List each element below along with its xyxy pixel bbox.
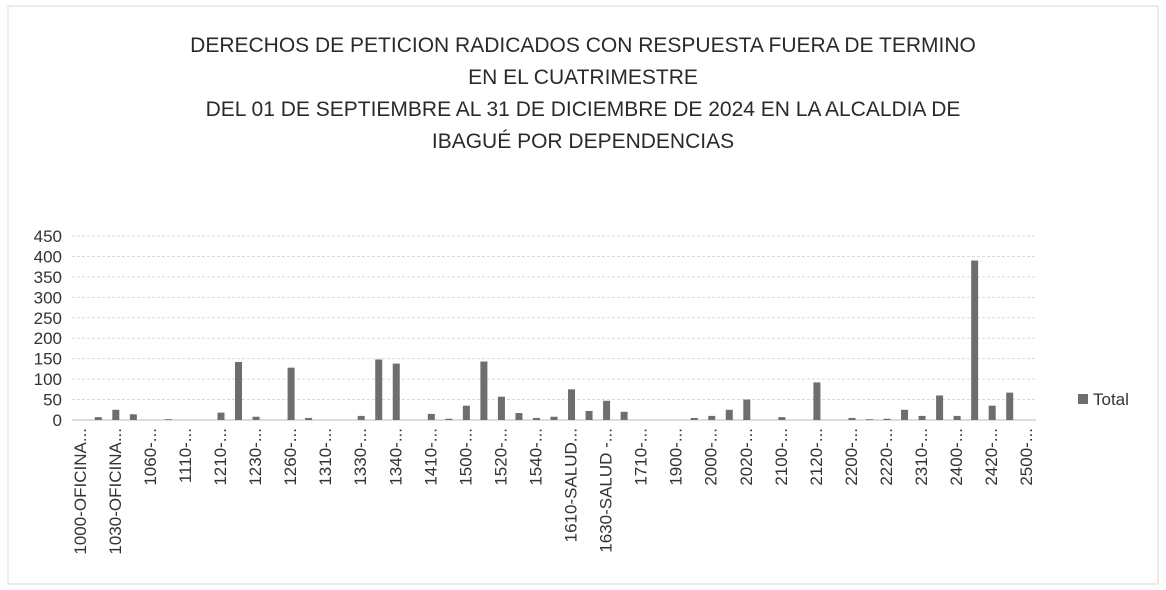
y-tick-label: 400 — [34, 247, 62, 266]
chart-title: DERECHOS DE PETICION RADICADOS CON RESPU… — [190, 34, 976, 57]
x-tick-label: 2000-... — [702, 428, 721, 486]
x-tick-label: 1410-... — [421, 428, 440, 486]
x-tick-label: 1260-... — [281, 428, 300, 486]
bar — [708, 415, 716, 420]
bar — [94, 417, 102, 420]
x-tick-label: 2200-... — [842, 428, 861, 486]
bar — [164, 419, 172, 420]
legend-swatch — [1078, 394, 1088, 404]
x-tick-label: 1030-OFICINA... — [106, 428, 125, 555]
x-tick-label: 1230-... — [246, 428, 265, 486]
bar — [620, 411, 628, 420]
bar — [971, 260, 979, 420]
bar — [778, 417, 786, 420]
x-tick-label: 1340-... — [386, 428, 405, 486]
x-tick-label: 2100-... — [772, 428, 791, 486]
bar — [690, 417, 698, 420]
x-tick-label: 1500-... — [456, 428, 475, 486]
y-tick-label: 450 — [34, 227, 62, 246]
bar — [901, 409, 909, 420]
x-tick-label: 2120-... — [807, 428, 826, 486]
bar — [568, 389, 576, 420]
bar — [743, 399, 751, 420]
bar — [1006, 392, 1014, 420]
x-tick-label: 2400-... — [947, 428, 966, 486]
chart-title: DEL 01 DE SEPTIEMBRE AL 31 DE DICIEMBRE … — [206, 98, 961, 121]
legend-label: Total — [1093, 390, 1129, 409]
y-tick-label: 350 — [34, 268, 62, 287]
bar — [497, 396, 505, 420]
bar — [217, 412, 225, 420]
bar — [603, 400, 611, 420]
bar — [305, 417, 313, 420]
bar — [357, 415, 365, 420]
x-tick-label: 1310-... — [316, 428, 335, 486]
bar — [462, 405, 470, 420]
x-tick-label: 1610-SALUD... — [562, 428, 581, 542]
bar — [515, 413, 523, 420]
bar — [550, 416, 558, 420]
bar — [883, 418, 891, 420]
bar — [287, 367, 295, 420]
y-tick-label: 100 — [34, 370, 62, 389]
y-tick-label: 0 — [53, 411, 62, 430]
chart-title: EN EL CUATRIMESTRE — [468, 66, 698, 89]
bar — [988, 405, 996, 420]
bar — [112, 409, 120, 420]
bar — [813, 382, 821, 420]
x-tick-label: 1710-... — [632, 428, 651, 486]
x-tick-label: 1520-... — [491, 428, 510, 486]
x-tick-label: 2500-... — [1017, 428, 1036, 486]
bar — [427, 413, 435, 420]
x-tick-label: 1330-... — [351, 428, 370, 486]
bar — [129, 414, 137, 420]
bar — [235, 361, 243, 420]
x-tick-label: 1540-... — [526, 428, 545, 486]
bar — [953, 415, 961, 420]
y-tick-label: 300 — [34, 288, 62, 307]
y-tick-label: 250 — [34, 309, 62, 328]
bar — [865, 419, 873, 420]
y-tick-label: 50 — [43, 391, 62, 410]
x-tick-label: 1210-... — [211, 428, 230, 486]
bar — [392, 363, 400, 420]
x-tick-label: 1900-... — [667, 428, 686, 486]
bar — [848, 417, 856, 420]
bar — [918, 415, 926, 420]
bar — [585, 411, 593, 420]
x-tick-label: 2420-... — [982, 428, 1001, 486]
bar — [936, 395, 944, 420]
bar — [480, 361, 488, 420]
x-tick-label: 2310-... — [912, 428, 931, 486]
x-tick-label: 1110-... — [176, 428, 195, 483]
x-tick-label: 1630-SALUD -... — [597, 428, 616, 553]
x-tick-label: 2220-... — [877, 428, 896, 486]
bar — [375, 359, 383, 420]
chart-border — [7, 5, 1159, 585]
y-tick-label: 200 — [34, 329, 62, 348]
bar — [725, 409, 733, 420]
bar — [252, 416, 260, 420]
bar — [532, 417, 540, 420]
x-tick-label: 1060-... — [141, 428, 160, 486]
x-tick-label: 1000-OFICINA... — [71, 428, 90, 555]
chart-title: IBAGUÉ POR DEPENDENCIAS — [432, 130, 734, 153]
y-tick-label: 150 — [34, 350, 62, 369]
x-tick-label: 2020-... — [737, 428, 756, 486]
bar — [445, 418, 453, 420]
